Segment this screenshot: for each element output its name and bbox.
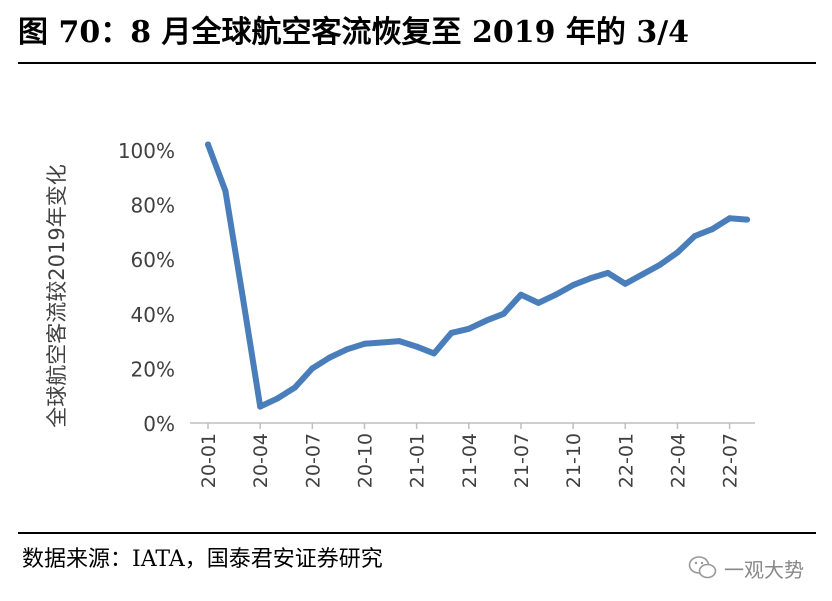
data-point xyxy=(622,280,629,287)
x-tick-label: 20-04 xyxy=(250,433,272,488)
data-point xyxy=(465,325,472,332)
y-tick-label: 80% xyxy=(131,194,175,218)
y-tick-label: 40% xyxy=(131,303,175,327)
data-point xyxy=(726,215,733,222)
data-point xyxy=(344,346,351,353)
data-point xyxy=(674,249,681,256)
data-point xyxy=(691,233,698,239)
series-line xyxy=(205,141,750,410)
x-tick-label: 21-04 xyxy=(459,433,481,488)
x-tick-label: 22-04 xyxy=(667,433,689,488)
data-point xyxy=(239,294,246,301)
data-point xyxy=(205,141,211,148)
data-point xyxy=(639,271,646,278)
data-point xyxy=(257,403,264,410)
data-point xyxy=(222,187,229,194)
data-point xyxy=(552,291,559,298)
y-tick-label: 60% xyxy=(131,248,175,272)
x-tick-label: 21-10 xyxy=(563,433,585,488)
data-point xyxy=(396,338,403,345)
data-point xyxy=(535,299,542,306)
data-point xyxy=(587,275,594,282)
data-point xyxy=(483,317,490,324)
x-tick-label: 22-07 xyxy=(720,433,742,488)
data-point xyxy=(709,226,716,233)
data-point xyxy=(413,343,420,350)
source-note: 数据来源：IATA，国泰君安证券研究 xyxy=(22,547,383,572)
x-tick-label: 20-01 xyxy=(198,433,220,488)
data-point xyxy=(361,340,368,347)
x-tick-label: 20-10 xyxy=(354,433,376,488)
y-tick-label: 0% xyxy=(143,412,175,436)
data-point xyxy=(518,291,524,298)
footer-divider xyxy=(18,532,816,534)
data-point xyxy=(431,350,437,357)
y-axis-label: 全球航空客流较2019年变化 xyxy=(45,164,69,427)
data-point xyxy=(448,329,455,336)
y-tick-label: 100% xyxy=(118,139,175,163)
x-tick-label: 20-07 xyxy=(302,433,324,488)
wechat-icon xyxy=(688,556,717,579)
watermark: 一观大势 xyxy=(688,548,804,588)
x-tick-label: 22-01 xyxy=(615,433,637,488)
page-title: 图 70：8 月全球航空客流恢复至 2019 年的 3/4 xyxy=(18,15,690,50)
data-point xyxy=(500,310,507,317)
x-tick-label: 21-01 xyxy=(407,433,429,488)
data-point xyxy=(744,216,750,223)
x-tick-label: 21-07 xyxy=(511,433,533,488)
data-point xyxy=(570,282,577,289)
y-tick-label: 20% xyxy=(131,357,175,381)
data-point xyxy=(274,395,281,402)
title-divider xyxy=(18,62,816,64)
data-point xyxy=(604,269,611,276)
data-point xyxy=(309,365,316,372)
data-point xyxy=(291,384,298,391)
data-point xyxy=(326,354,333,361)
data-point xyxy=(657,261,664,268)
data-point xyxy=(378,339,385,346)
watermark-text: 一观大势 xyxy=(724,557,804,582)
